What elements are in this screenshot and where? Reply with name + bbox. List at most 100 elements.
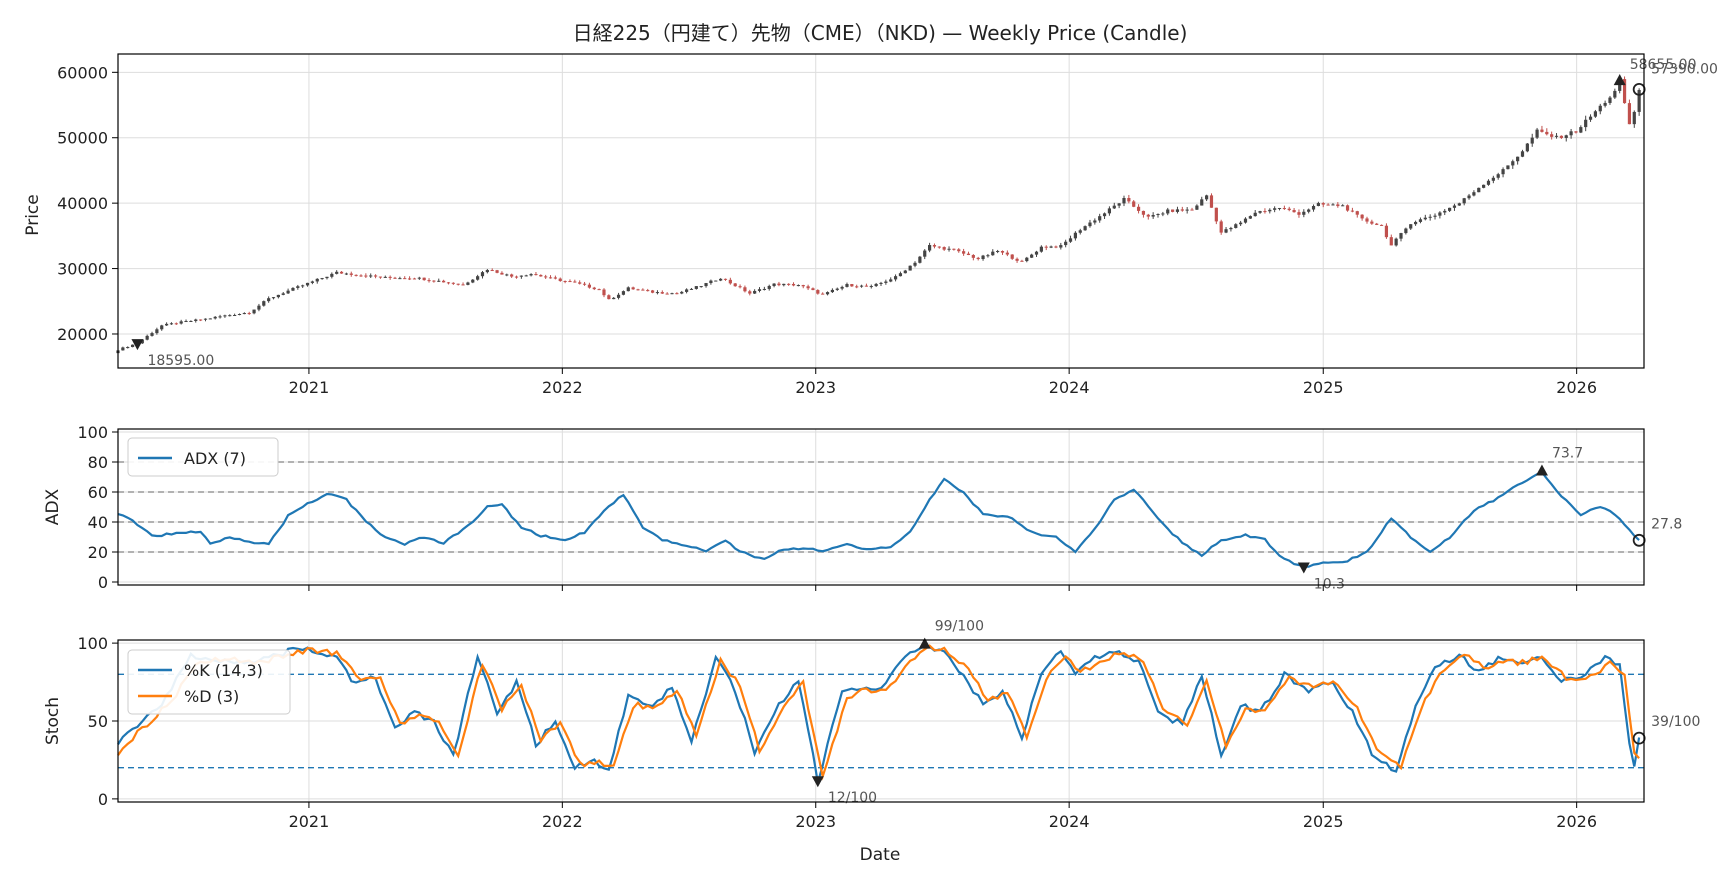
candle-body <box>490 270 494 272</box>
candle-body <box>1093 220 1097 223</box>
candle-body <box>738 286 742 288</box>
candle-body <box>1554 135 1559 137</box>
candle-body <box>1593 111 1598 117</box>
candle-body <box>1180 209 1184 211</box>
x-tick-label: 2024 <box>1049 378 1090 397</box>
candle-body <box>1545 131 1549 135</box>
candle-body <box>1433 215 1437 217</box>
candle-body <box>1175 209 1180 212</box>
candle-body <box>495 270 499 273</box>
candle-body <box>461 284 465 286</box>
annotation-label: 12/100 <box>828 790 877 806</box>
candle-body <box>923 250 927 257</box>
candle-body <box>1039 246 1043 252</box>
candle-body <box>1229 227 1233 230</box>
y-tick-label: 40 <box>88 513 108 532</box>
candle-body <box>602 289 606 296</box>
candle-body <box>432 280 436 282</box>
candle-body <box>1282 208 1286 210</box>
adx-y-axis-label: ADX <box>43 488 63 525</box>
candle-body <box>422 277 426 281</box>
candle-body <box>237 314 242 316</box>
candle-body <box>1399 233 1403 239</box>
candle-body <box>787 283 791 285</box>
candle-body <box>242 313 246 315</box>
candle-body <box>685 289 689 292</box>
candle-body <box>1316 203 1320 206</box>
y-tick-label: 100 <box>77 423 108 442</box>
candle-body <box>1273 208 1277 210</box>
adx-annotations: 73.710.327.8 <box>1297 445 1682 593</box>
candle-body <box>442 280 446 283</box>
candle-body <box>1569 131 1573 136</box>
candle-body <box>1287 208 1291 211</box>
candle-body <box>471 279 475 283</box>
candle-body <box>996 250 1000 252</box>
candle-body <box>1452 205 1457 208</box>
candle-body <box>1156 213 1160 216</box>
candle-body <box>126 347 130 349</box>
candle-body <box>130 344 135 348</box>
candle-body <box>1059 245 1063 248</box>
candle-body <box>534 274 538 276</box>
candle-body <box>714 280 718 282</box>
candle-body <box>1516 156 1520 162</box>
x-tick-label: 2024 <box>1049 812 1090 831</box>
candle-body <box>791 283 796 286</box>
candle-body <box>816 290 820 294</box>
candle-body <box>1258 211 1262 213</box>
candle-body <box>417 277 421 279</box>
x-axis-label: Date <box>860 845 901 865</box>
candle-body <box>1632 111 1636 125</box>
candle-body <box>121 347 125 351</box>
y-tick-label: 50000 <box>57 129 108 148</box>
candle-body <box>291 287 295 291</box>
candle-body <box>1068 238 1073 242</box>
candle-body <box>276 294 280 298</box>
annotation-label: 57390.00 <box>1651 61 1718 77</box>
legend-label: ADX (7) <box>184 449 246 468</box>
candle-body <box>937 246 941 248</box>
candle-body <box>1540 129 1544 132</box>
candle-body <box>947 248 951 250</box>
candle-body <box>1413 221 1418 225</box>
min-marker <box>811 776 824 788</box>
candle-body <box>354 274 358 276</box>
annotation-label: 27.8 <box>1651 516 1682 532</box>
candle-body <box>1457 203 1461 206</box>
candle-body <box>1166 209 1170 214</box>
candle-body <box>335 271 339 274</box>
candle-body <box>1389 237 1393 246</box>
stoch-y-axis-label: Stoch <box>43 697 63 745</box>
candle-body <box>616 294 621 298</box>
x-tick-label: 2023 <box>795 378 836 397</box>
candle-body <box>893 276 898 280</box>
candle-body <box>373 275 378 277</box>
candle-body <box>1311 205 1316 210</box>
candle-body <box>456 283 460 285</box>
candle-body <box>1277 208 1282 210</box>
legend-label: %D (3) <box>184 687 239 706</box>
candle-body <box>991 251 995 256</box>
annotation-label: 99/100 <box>935 619 984 635</box>
candle-body <box>587 284 592 288</box>
candle-body <box>1482 184 1486 188</box>
candle-body <box>859 285 864 287</box>
candle-body <box>310 281 314 283</box>
candle-body <box>976 257 980 260</box>
candle-body <box>1078 230 1082 233</box>
candle-body <box>1394 238 1398 246</box>
candle-body <box>772 283 776 286</box>
candle-body <box>544 276 548 278</box>
y-tick-label: 30000 <box>57 260 108 279</box>
candle-body <box>199 319 203 321</box>
candle-body <box>1409 224 1413 229</box>
candle-body <box>208 318 212 320</box>
candle-body <box>281 293 285 295</box>
candle-body <box>563 281 567 283</box>
candle-body <box>573 281 577 283</box>
candle-body <box>305 282 310 286</box>
candle-body <box>981 255 985 260</box>
candle-body <box>626 287 630 292</box>
